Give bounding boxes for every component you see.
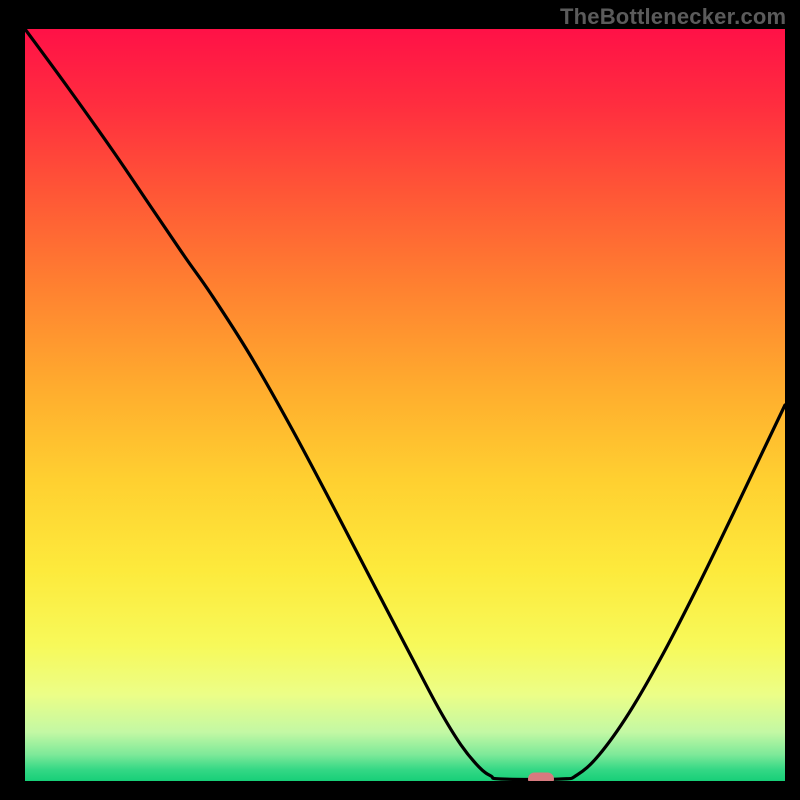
gradient-background	[25, 29, 785, 781]
bottleneck-chart	[25, 29, 785, 781]
optimum-marker	[528, 773, 554, 782]
watermark-text: TheBottlenecker.com	[560, 4, 786, 30]
